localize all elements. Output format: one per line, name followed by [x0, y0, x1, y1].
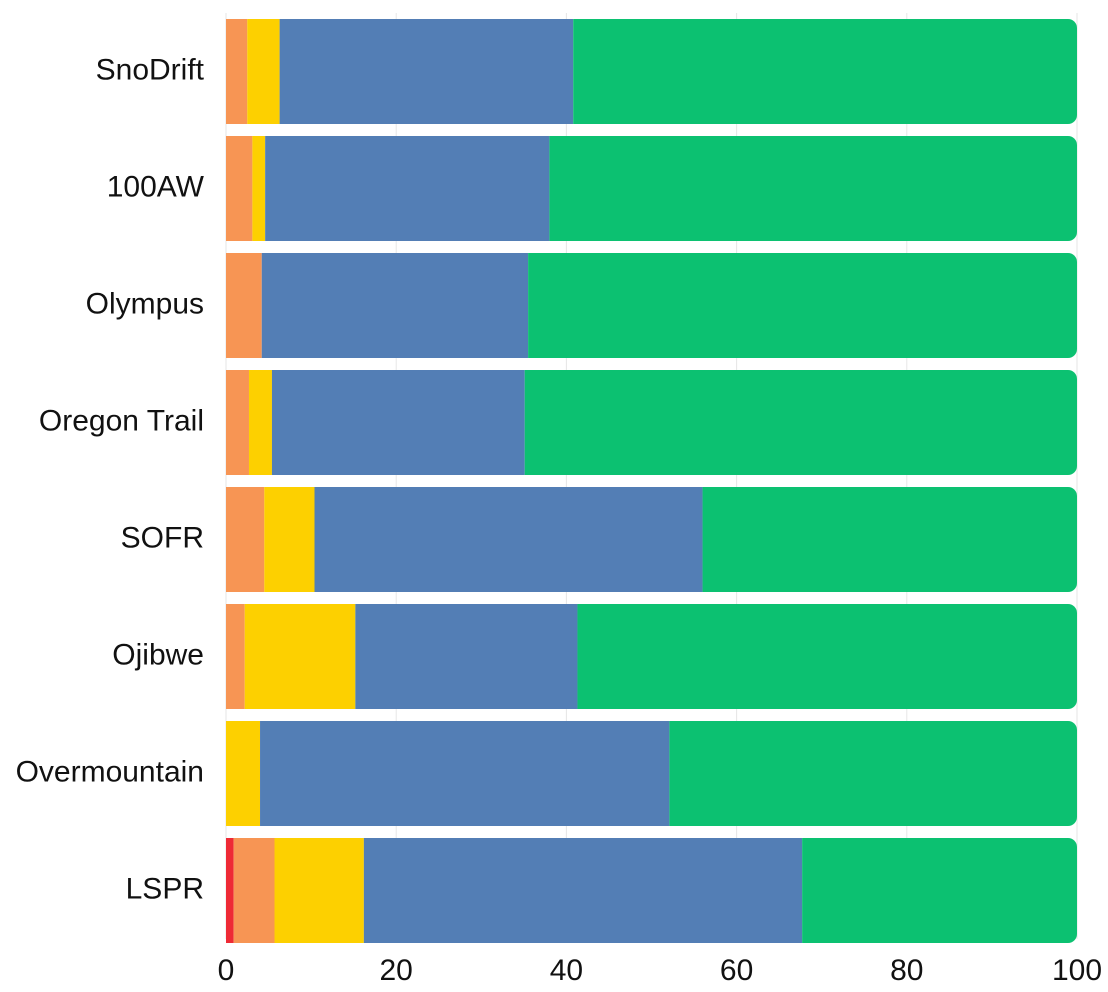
x-tick-label: 60 [720, 954, 753, 987]
bar-segment [264, 487, 315, 592]
bar-segment [244, 604, 356, 709]
y-tick-label: Oregon Trail [39, 404, 204, 437]
bar-segment [226, 487, 265, 592]
x-tick-label: 40 [550, 954, 583, 987]
bar-segment [226, 721, 261, 826]
bar-segment [248, 370, 272, 475]
bar-row [226, 19, 1077, 124]
y-tick-label: LSPR [126, 872, 204, 905]
bar-row [226, 721, 1077, 826]
y-tick-label: SOFR [121, 521, 204, 554]
bar-segment [261, 253, 529, 358]
bar-segment [274, 838, 364, 943]
bar-segment [528, 253, 1077, 358]
y-tick-label: Overmountain [16, 755, 204, 788]
bar-segment [702, 487, 1077, 592]
bar-row [226, 838, 1077, 943]
bar-segment [226, 838, 234, 943]
bar-segment [265, 136, 550, 241]
y-tick-label: Olympus [86, 287, 204, 320]
bar-segment [226, 19, 248, 124]
bar-segment [260, 721, 670, 826]
y-tick-label: SnoDrift [96, 53, 205, 86]
y-tick-label: Ojibwe [112, 638, 204, 671]
x-tick-label: 20 [380, 954, 413, 987]
bar-segment [247, 19, 280, 124]
bar-segment [577, 604, 1077, 709]
bar-segment [233, 838, 275, 943]
bar-segment [363, 838, 803, 943]
bar-segment [226, 136, 253, 241]
bar-segment [549, 136, 1077, 241]
bar-row [226, 370, 1077, 475]
bar-segment [279, 19, 574, 124]
bar-segment [669, 721, 1077, 826]
bar-row [226, 136, 1077, 241]
bar-segment [802, 838, 1077, 943]
y-tick-label: 100AW [107, 170, 205, 203]
bar-segment [226, 370, 249, 475]
bar-segment [252, 136, 266, 241]
bar-segment [314, 487, 703, 592]
x-tick-label: 0 [218, 954, 235, 987]
x-tick-label: 80 [890, 954, 923, 987]
bar-segment [271, 370, 525, 475]
bar-segment [573, 19, 1077, 124]
bar-segment [226, 604, 245, 709]
bar-segment [355, 604, 578, 709]
bar-row [226, 253, 1077, 358]
x-tick-label: 100 [1052, 954, 1102, 987]
bar-row [226, 604, 1077, 709]
bar-row [226, 487, 1077, 592]
bar-segment [226, 253, 262, 358]
bar-segment [524, 370, 1077, 475]
